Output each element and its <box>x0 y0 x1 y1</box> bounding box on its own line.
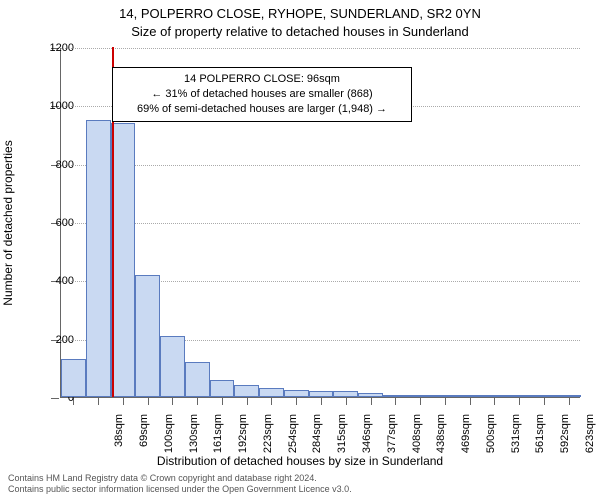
bar <box>482 395 507 397</box>
bar <box>309 391 334 397</box>
x-tick-label: 223sqm <box>262 414 274 464</box>
x-tick <box>148 397 149 405</box>
annotation-line: 69% of semi-detached houses are larger (… <box>117 102 407 117</box>
bar <box>333 391 358 397</box>
bar <box>185 362 210 397</box>
x-tick-label: 315sqm <box>336 414 348 464</box>
x-tick <box>98 397 99 405</box>
bar <box>284 390 309 397</box>
x-tick-label: 377sqm <box>386 414 398 464</box>
annotation-box: 14 POLPERRO CLOSE: 96sqm← 31% of detache… <box>112 67 412 122</box>
bar <box>259 388 284 397</box>
x-tick <box>519 397 520 405</box>
bar <box>111 123 136 397</box>
bar <box>432 395 457 397</box>
x-tick-label: 254sqm <box>287 414 299 464</box>
bar <box>457 395 482 397</box>
bar <box>86 120 111 397</box>
x-tick <box>271 397 272 405</box>
x-tick <box>470 397 471 405</box>
x-tick <box>296 397 297 405</box>
x-tick-label: 284sqm <box>311 414 323 464</box>
x-tick-label: 408sqm <box>411 414 423 464</box>
x-tick-label: 438sqm <box>435 414 447 464</box>
footer-attribution: Contains HM Land Registry data © Crown c… <box>8 473 352 496</box>
bar <box>234 385 259 397</box>
x-tick-label: 592sqm <box>559 414 571 464</box>
footer-line2: Contains public sector information licen… <box>8 484 352 496</box>
x-tick <box>494 397 495 405</box>
x-tick <box>346 397 347 405</box>
x-tick <box>569 397 570 405</box>
bar <box>383 395 408 397</box>
footer-line1: Contains HM Land Registry data © Crown c… <box>8 473 352 485</box>
x-tick <box>371 397 372 405</box>
bar <box>135 275 160 398</box>
x-tick-label: 500sqm <box>485 414 497 464</box>
x-tick-label: 561sqm <box>534 414 546 464</box>
x-tick <box>172 397 173 405</box>
annotation-line: 14 POLPERRO CLOSE: 96sqm <box>117 72 407 87</box>
x-tick-label: 623sqm <box>584 414 596 464</box>
x-tick <box>247 397 248 405</box>
x-tick <box>420 397 421 405</box>
x-tick-label: 38sqm <box>113 414 125 464</box>
x-tick-label: 469sqm <box>460 414 472 464</box>
bar <box>160 336 185 397</box>
x-tick <box>222 397 223 405</box>
x-tick <box>544 397 545 405</box>
bar <box>358 393 383 397</box>
x-tick-label: 69sqm <box>138 414 150 464</box>
x-tick-label: 161sqm <box>212 414 224 464</box>
bar <box>531 395 556 397</box>
bar <box>61 359 86 397</box>
x-tick-label: 100sqm <box>163 414 175 464</box>
x-tick-label: 192sqm <box>237 414 249 464</box>
x-tick-label: 130sqm <box>188 414 200 464</box>
bar <box>210 380 235 398</box>
bar <box>507 395 532 397</box>
chart-title-line1: 14, POLPERRO CLOSE, RYHOPE, SUNDERLAND, … <box>0 6 600 21</box>
x-tick <box>321 397 322 405</box>
annotation-line: ← 31% of detached houses are smaller (86… <box>117 87 407 102</box>
bar <box>408 395 433 397</box>
x-tick <box>395 397 396 405</box>
bar <box>556 395 581 397</box>
x-tick <box>123 397 124 405</box>
x-tick-label: 531sqm <box>510 414 522 464</box>
chart-container: 14, POLPERRO CLOSE, RYHOPE, SUNDERLAND, … <box>0 0 600 500</box>
chart-title-line2: Size of property relative to detached ho… <box>0 24 600 39</box>
x-tick <box>445 397 446 405</box>
y-axis-label: Number of detached properties <box>1 140 15 305</box>
x-tick <box>197 397 198 405</box>
x-tick-label: 346sqm <box>361 414 373 464</box>
